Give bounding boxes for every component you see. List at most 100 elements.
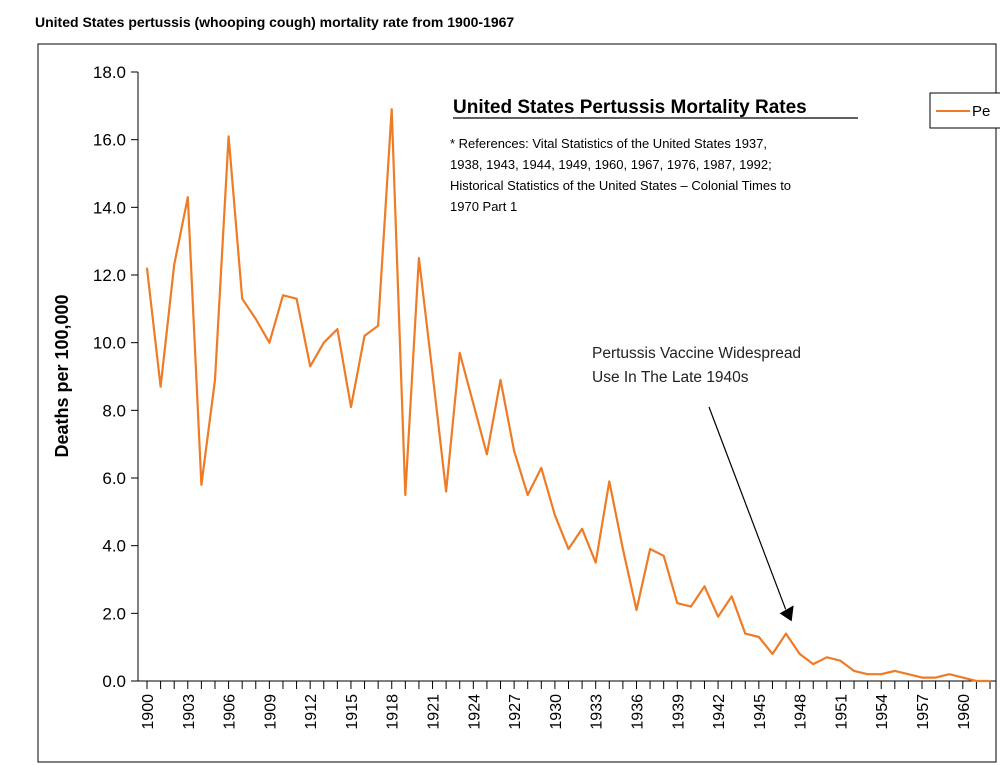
y-tick-label: 6.0: [102, 469, 126, 488]
x-tick-label: 1930: [548, 694, 565, 730]
data-point: [785, 632, 787, 635]
data-point: [594, 561, 597, 564]
y-tick-label: 18.0: [93, 63, 126, 82]
x-tick-label: 1909: [262, 694, 279, 730]
data-point: [254, 318, 257, 320]
data-point: [268, 341, 271, 344]
x-tick-label: 1915: [344, 694, 361, 730]
data-point: [962, 676, 964, 679]
data-point: [486, 453, 488, 456]
data-point: [744, 632, 747, 635]
y-tick-label: 2.0: [102, 604, 126, 623]
data-point: [798, 653, 801, 655]
data-point: [554, 514, 556, 517]
data-point: [608, 480, 611, 483]
x-tick-label: 1906: [222, 694, 239, 730]
data-point: [445, 490, 447, 493]
data-point: [921, 676, 923, 679]
data-point: [975, 680, 978, 682]
data-point: [635, 609, 638, 611]
x-tick-label: 1942: [711, 694, 728, 730]
x-tick-label: 1957: [915, 694, 932, 730]
data-point: [431, 372, 434, 374]
data-point: [866, 673, 869, 676]
data-point: [404, 494, 407, 496]
reference-line: 1938, 1943, 1944, 1949, 1960, 1967, 1976…: [450, 157, 772, 172]
data-point: [880, 673, 883, 676]
data-point: [159, 385, 162, 388]
data-point: [758, 636, 760, 638]
data-point: [649, 548, 651, 550]
y-tick-label: 8.0: [102, 401, 126, 420]
chart-title: United States Pertussis Mortality Rates: [453, 97, 807, 118]
y-tick-label: 0.0: [102, 672, 126, 691]
data-point: [812, 663, 815, 665]
data-point: [771, 653, 774, 655]
x-tick-label: 1924: [466, 694, 483, 730]
x-tick-label: 1951: [833, 694, 850, 730]
data-point: [907, 673, 910, 676]
data-point: [350, 406, 352, 408]
x-tick-label: 1945: [752, 694, 769, 730]
chart-frame: [37, 43, 997, 763]
data-point: [676, 602, 679, 604]
annotation-arrow-head: [779, 605, 794, 622]
x-tick-label: 1918: [385, 694, 402, 730]
page-title: United States pertussis (whooping cough)…: [35, 14, 515, 30]
data-point: [295, 297, 298, 300]
data-point: [458, 352, 461, 354]
data-point: [513, 450, 515, 452]
data-point: [390, 108, 393, 111]
x-tick-label: 1900: [140, 694, 157, 730]
data-point: [309, 365, 311, 368]
data-point: [282, 294, 284, 297]
series-line: [145, 108, 991, 683]
references-note: * References: Vital Statistics of the Un…: [450, 136, 791, 214]
reference-line: 1970 Part 1: [450, 199, 517, 214]
y-axis-title: Deaths per 100,000: [52, 294, 72, 457]
data-point: [241, 297, 243, 300]
data-point: [363, 335, 366, 337]
x-axis: 1900 1903 1906 1909 1912 1915 1918 1921 1924 1927…: [138, 680, 996, 730]
x-tick-label: 1903: [181, 694, 198, 730]
data-point: [526, 494, 529, 496]
y-tick-label: 16.0: [93, 131, 126, 150]
data-point: [567, 548, 570, 550]
data-point: [703, 585, 706, 588]
x-tick-label: 1960: [956, 694, 973, 730]
reference-line: Historical Statistics of the United Stat…: [450, 178, 791, 193]
data-point: [214, 379, 216, 381]
data-point: [622, 548, 624, 550]
data-point: [948, 673, 951, 676]
annotation-text: Use In The Late 1940s: [592, 369, 749, 386]
x-tick-label: 1927: [507, 694, 524, 730]
data-point: [377, 324, 379, 327]
x-tick-label: 1948: [793, 694, 810, 730]
y-tick-label: 12.0: [93, 266, 126, 285]
y-tick-label: 10.0: [93, 334, 126, 353]
data-point: [499, 379, 502, 381]
data-point: [894, 670, 896, 672]
data-point: [839, 659, 842, 662]
data-point: [540, 467, 543, 469]
legend: Pe: [929, 92, 1000, 129]
data-point: [934, 676, 937, 679]
data-point: [730, 595, 733, 598]
x-tick-label: 1933: [589, 694, 606, 730]
x-tick-label: 1939: [670, 694, 687, 730]
x-tick-label: 1921: [426, 694, 443, 730]
data-point: [717, 615, 719, 618]
x-tick-label: 1954: [874, 694, 891, 730]
x-tick-label: 1936: [629, 694, 646, 730]
reference-line: * References: Vital Statistics of the Un…: [450, 136, 767, 151]
annotation-arrow-line: [708, 406, 787, 610]
data-point: [200, 483, 203, 486]
data-point: [690, 605, 692, 608]
data-point: [186, 196, 189, 198]
data-point: [418, 257, 420, 259]
data-point: [322, 341, 325, 344]
data-point: [826, 656, 828, 659]
data-point: [472, 402, 475, 405]
data-point: [227, 135, 230, 138]
